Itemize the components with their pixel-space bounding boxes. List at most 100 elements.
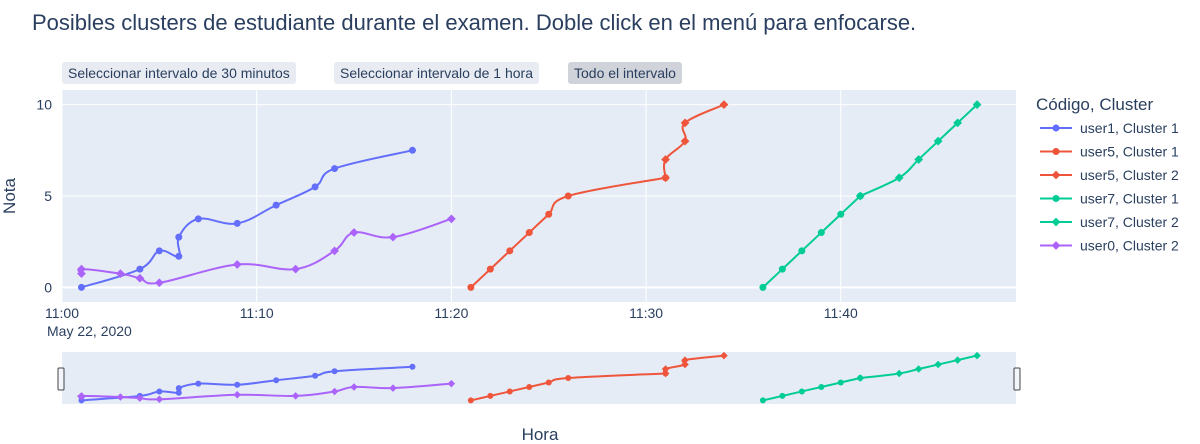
- data-point: [817, 229, 825, 237]
- legend-item[interactable]: user5, Cluster 2: [1040, 167, 1179, 183]
- rangeslider-point: [447, 379, 456, 388]
- data-point: [135, 273, 145, 283]
- x-tick-label: 11:00: [45, 305, 79, 321]
- rangeslider-point: [953, 356, 962, 364]
- legend-item[interactable]: user7, Cluster 1: [1040, 191, 1179, 207]
- series-5: [77, 214, 456, 288]
- data-point: [855, 191, 865, 201]
- data-point: [77, 283, 85, 291]
- y-tick-label: 0: [44, 279, 52, 295]
- rangeslider-point: [818, 383, 825, 390]
- rangeslider-point: [720, 351, 728, 360]
- x-tick-label: 11:10: [240, 305, 274, 321]
- legend-item[interactable]: user5, Cluster 1: [1040, 144, 1179, 160]
- data-point: [272, 201, 280, 209]
- axis-tick-labels: 11:00 11:10 11:20 11:30 11:40 0 5 10: [36, 97, 858, 321]
- rangeslider-series-4: [856, 351, 981, 382]
- rangeslider-point: [934, 360, 942, 369]
- data-point: [759, 283, 767, 291]
- data-point: [798, 247, 806, 255]
- data-point: [349, 228, 359, 237]
- rangeslider-point: [681, 356, 689, 364]
- rangeslider-point: [156, 388, 163, 395]
- rangeslider-series-1: [467, 370, 669, 404]
- legend-title: Código, Cluster: [1036, 95, 1154, 114]
- legend-item[interactable]: user7, Cluster 2: [1040, 214, 1179, 230]
- rangeslider-point: [565, 375, 572, 381]
- data-point: [719, 100, 729, 109]
- data-point: [661, 173, 670, 183]
- data-point: [972, 100, 982, 109]
- legend-swatch-marker: [1052, 195, 1060, 202]
- legend-label: user5, Cluster 1: [1080, 144, 1179, 160]
- legend-item[interactable]: user0, Cluster 2: [1040, 238, 1179, 254]
- rangeslider-point: [350, 383, 358, 391]
- x-axis-date-label: May 22, 2020: [47, 323, 132, 339]
- rangeslider-point: [409, 363, 416, 370]
- data-point: [175, 252, 183, 260]
- legend-label: user5, Cluster 2: [1080, 167, 1179, 183]
- data-point: [680, 118, 690, 128]
- legend-label: user0, Cluster 2: [1080, 238, 1179, 254]
- rangeslider-point: [331, 368, 338, 375]
- rangeslider-point: [895, 369, 903, 378]
- x-axis-title: Hora: [522, 425, 559, 444]
- data-point: [408, 146, 416, 154]
- legend-swatch-marker: [1051, 217, 1061, 227]
- legend-label: user7, Cluster 1: [1080, 191, 1179, 207]
- rangeslider-point: [234, 381, 241, 388]
- rangeslider-point: [506, 388, 513, 395]
- legend-item[interactable]: user1, Cluster 1: [1040, 120, 1179, 136]
- chart-title: Posibles clusters de estudiante durante …: [32, 10, 917, 35]
- legend-swatch-marker: [1051, 170, 1061, 180]
- rangeslider-point: [973, 351, 981, 360]
- rangeslider-point: [273, 377, 280, 384]
- rangeslider[interactable]: [57, 351, 1021, 404]
- legend-label: user7, Cluster 2: [1080, 214, 1179, 230]
- rangeslider-point: [116, 393, 125, 401]
- rangeslider-handle-left[interactable]: [57, 367, 65, 391]
- y-axis-title: Nota: [0, 178, 19, 214]
- rangeslider-point: [914, 365, 923, 373]
- rangeslider-series-2: [661, 351, 728, 378]
- data-point: [175, 233, 183, 241]
- data-point: [233, 219, 241, 227]
- legend[interactable]: Código, Cluster user1, Cluster 1 user5, C…: [1036, 95, 1179, 254]
- rangeslider-point: [77, 392, 86, 400]
- x-tick-label: 11:20: [434, 305, 468, 321]
- rangeslider-handle-right[interactable]: [1013, 367, 1021, 391]
- series-3: [759, 192, 864, 291]
- series-0: [77, 146, 416, 291]
- data-point: [837, 210, 845, 218]
- range-button-1-hour[interactable]: Seleccionar intervalo de 1 hora: [334, 62, 540, 84]
- x-tick-label: 11:30: [629, 305, 663, 321]
- rangeslider-point: [233, 391, 241, 399]
- range-button-all[interactable]: Todo el intervalo: [568, 62, 682, 84]
- data-point: [778, 265, 786, 273]
- y-tick-label: 10: [36, 97, 52, 113]
- rangeslider-point: [175, 385, 182, 392]
- legend-label: user1, Cluster 1: [1080, 120, 1179, 136]
- rangeslider-point: [312, 372, 319, 379]
- series-layer: [77, 100, 982, 291]
- data-point: [155, 247, 163, 255]
- rangeslider-point: [856, 374, 864, 382]
- series-2: [661, 100, 729, 183]
- range-button-30-minutes[interactable]: Seleccionar intervalo de 30 minutos: [62, 62, 296, 84]
- data-point: [506, 247, 514, 255]
- rangeslider-point: [175, 389, 182, 396]
- rangeslider-point: [291, 392, 300, 400]
- rangeslider-point: [837, 379, 844, 386]
- data-point: [953, 118, 962, 128]
- data-point: [77, 269, 86, 279]
- rangeslider-point: [545, 379, 552, 386]
- data-point: [291, 264, 301, 274]
- data-point: [232, 260, 242, 269]
- data-point: [388, 232, 398, 242]
- data-point: [136, 265, 144, 273]
- x-tick-label: 11:40: [824, 305, 858, 321]
- rangeslider-point: [389, 384, 397, 392]
- rangeslider-point: [779, 392, 786, 399]
- rangeslider-point: [155, 395, 164, 404]
